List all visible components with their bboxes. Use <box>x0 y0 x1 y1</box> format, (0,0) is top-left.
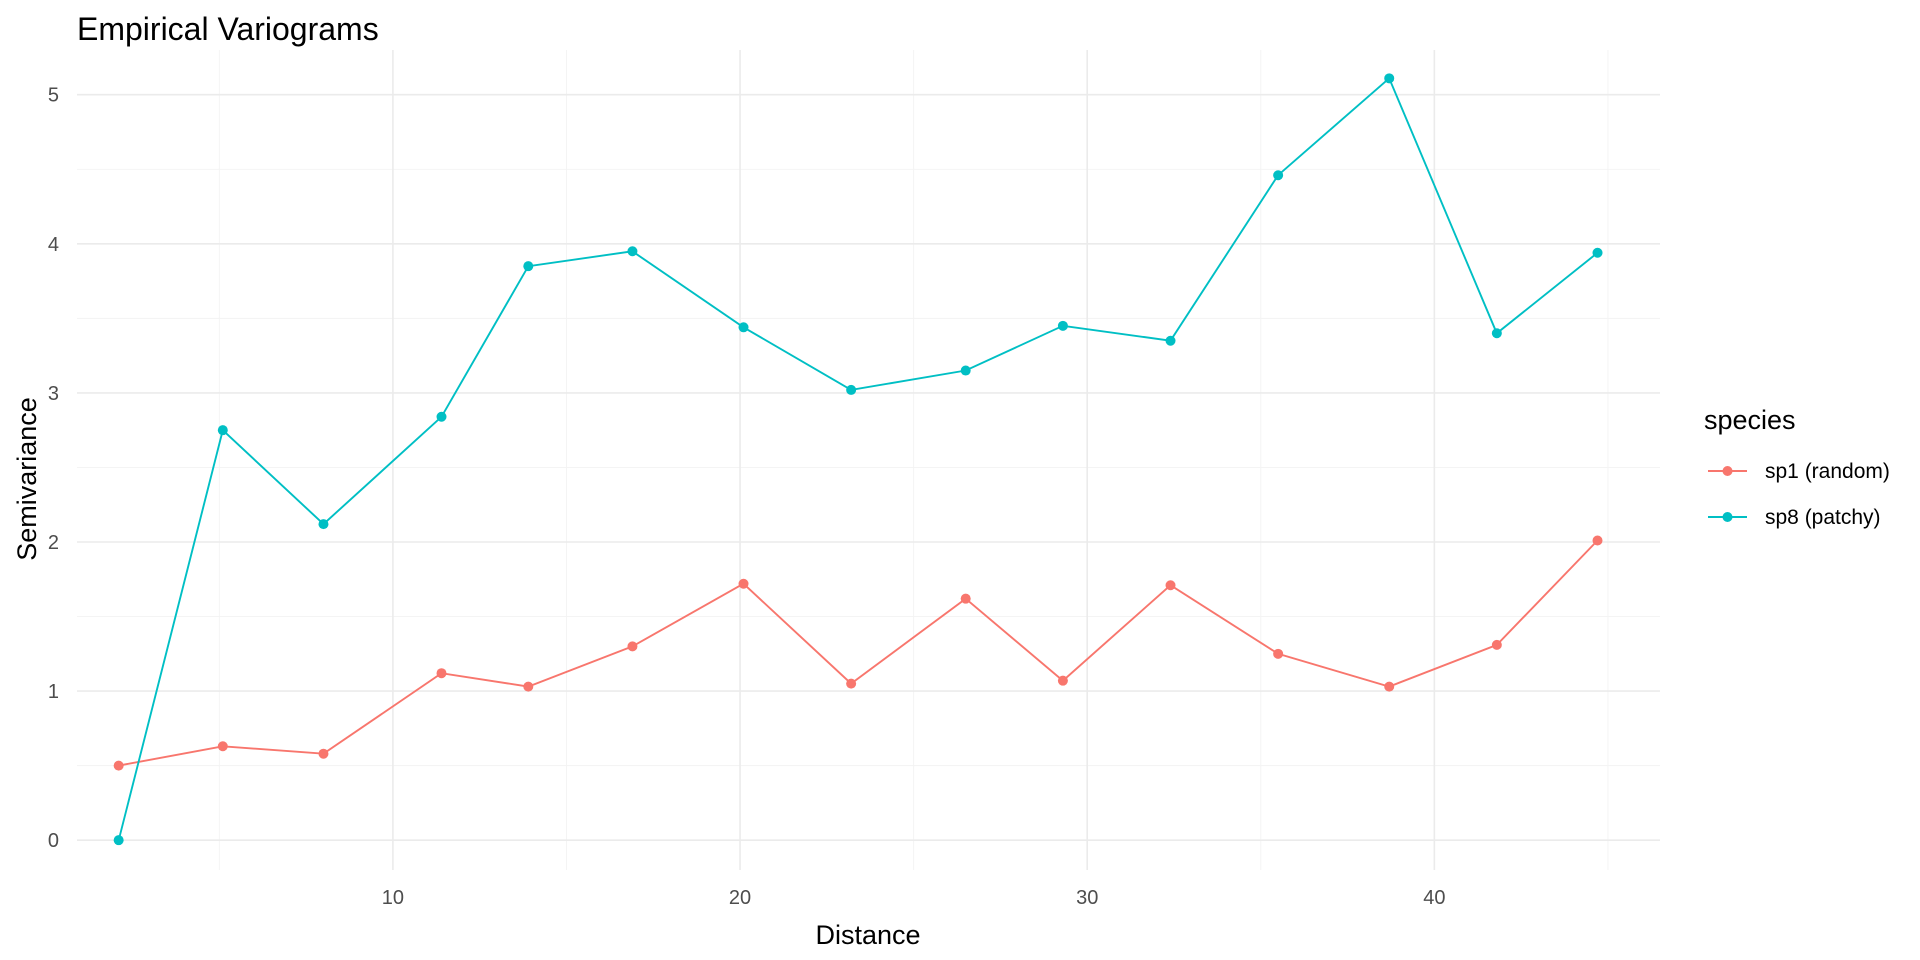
data-point <box>627 641 638 652</box>
data-point <box>113 835 124 846</box>
data-point <box>960 593 971 604</box>
grid-lines <box>77 50 1660 870</box>
data-point <box>1057 320 1068 331</box>
x-axis-title: Distance <box>815 920 920 950</box>
series-layer <box>113 73 1603 846</box>
data-point <box>1273 170 1284 181</box>
series-group <box>113 73 1603 846</box>
y-tick-label: 5 <box>48 85 59 107</box>
data-point <box>846 678 857 689</box>
data-point <box>217 425 228 436</box>
data-point <box>1491 639 1502 650</box>
data-point <box>1384 681 1395 692</box>
data-point <box>113 760 124 771</box>
data-point <box>318 748 329 759</box>
data-point <box>1165 580 1176 591</box>
data-point <box>523 261 534 272</box>
x-tick-labels: 10 20 30 40 <box>382 887 1446 909</box>
data-point <box>1592 535 1603 546</box>
series-line <box>118 539 1599 767</box>
y-tick-label: 0 <box>48 830 59 852</box>
y-tick-label: 3 <box>48 383 59 405</box>
data-point <box>1057 675 1068 686</box>
x-tick-label: 20 <box>729 887 751 909</box>
legend-title: species <box>1704 405 1796 435</box>
y-axis-title: Semivariance <box>12 397 42 561</box>
y-tick-label: 4 <box>48 234 59 256</box>
data-point <box>738 322 749 333</box>
x-tick-label: 30 <box>1076 887 1098 909</box>
data-point <box>318 519 329 530</box>
data-point <box>436 668 447 679</box>
data-point <box>1273 648 1284 659</box>
data-point <box>1592 247 1603 258</box>
data-point <box>627 246 638 257</box>
legend-key-point <box>1722 512 1733 522</box>
chart-title: Empirical Variograms <box>77 11 379 47</box>
legend-label: sp8 (patchy) <box>1765 506 1881 529</box>
data-point <box>960 365 971 376</box>
data-point <box>1165 335 1176 346</box>
y-tick-labels: 0 1 2 3 4 5 <box>48 85 59 852</box>
legend-item: sp8 (patchy) <box>1708 506 1881 529</box>
legend: species sp1 (random) sp8 (patchy) <box>1704 405 1890 529</box>
data-point <box>1384 73 1395 84</box>
data-point <box>846 384 857 395</box>
data-point <box>1491 328 1502 339</box>
y-tick-label: 1 <box>48 681 59 703</box>
y-tick-label: 2 <box>48 532 59 554</box>
data-point <box>436 411 447 422</box>
data-point <box>523 681 534 692</box>
legend-label: sp1 (random) <box>1765 460 1890 483</box>
legend-key-point <box>1722 466 1733 476</box>
legend-item: sp1 (random) <box>1708 460 1890 483</box>
series-line <box>117 76 1599 841</box>
x-tick-label: 10 <box>382 887 404 909</box>
legend-items: sp1 (random) sp8 (patchy) <box>1708 460 1890 529</box>
x-tick-label: 40 <box>1423 887 1445 909</box>
data-point <box>738 578 749 589</box>
data-point <box>217 741 228 752</box>
series-group <box>113 535 1603 771</box>
